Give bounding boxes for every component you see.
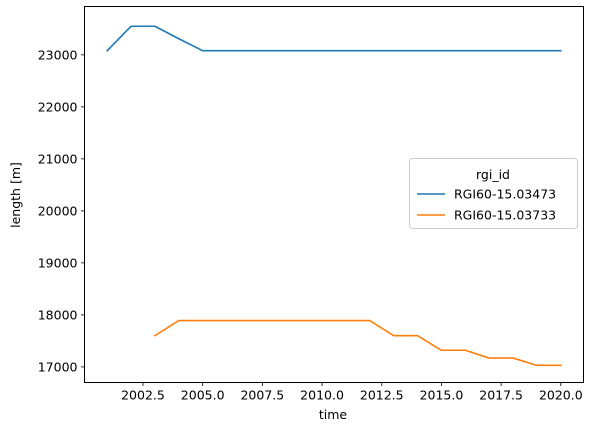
x-axis: 2002.5 2005.0 2007.5 2010.0 2012.5 2015.0 2017… <box>121 382 583 403</box>
y-axis-label: length [m] <box>8 162 23 228</box>
y-tick-label: 19000 <box>38 255 78 270</box>
y-tick-label: 17000 <box>38 359 78 374</box>
x-tick-label: 2010.0 <box>300 388 344 403</box>
y-tick-label: 23000 <box>38 47 78 62</box>
x-tick-label: 2015.0 <box>420 388 464 403</box>
x-tick-label: 2017.5 <box>479 388 523 403</box>
x-tick-label: 2005.0 <box>181 388 225 403</box>
lines-layer <box>106 25 562 367</box>
x-tick-label: 2002.5 <box>121 388 165 403</box>
legend-box <box>409 158 578 229</box>
legend-label-rgi60-15-03733: RGI60-15.03733 <box>454 208 556 223</box>
y-tick-label: 20000 <box>38 203 78 218</box>
y-tick-label: 21000 <box>38 151 78 166</box>
legend: rgi_id RGI60-15.03473 RGI60-15.03733 <box>409 158 578 229</box>
x-tick-label: 2012.5 <box>360 388 404 403</box>
series-line-rgi60-15-03473 <box>106 25 562 52</box>
x-tick-label: 2020.0 <box>539 388 583 403</box>
legend-title: rgi_id <box>476 167 510 182</box>
x-axis-label: time <box>319 407 348 422</box>
y-tick-label: 18000 <box>38 307 78 322</box>
legend-label-rgi60-15-03473: RGI60-15.03473 <box>454 187 556 202</box>
x-tick-label: 2007.5 <box>240 388 284 403</box>
y-axis: 17000 18000 19000 20000 21000 22000 23000 <box>38 47 85 374</box>
series-line-rgi60-15-03733 <box>153 319 562 367</box>
y-tick-label: 22000 <box>38 99 78 114</box>
plot-frame <box>84 6 584 383</box>
